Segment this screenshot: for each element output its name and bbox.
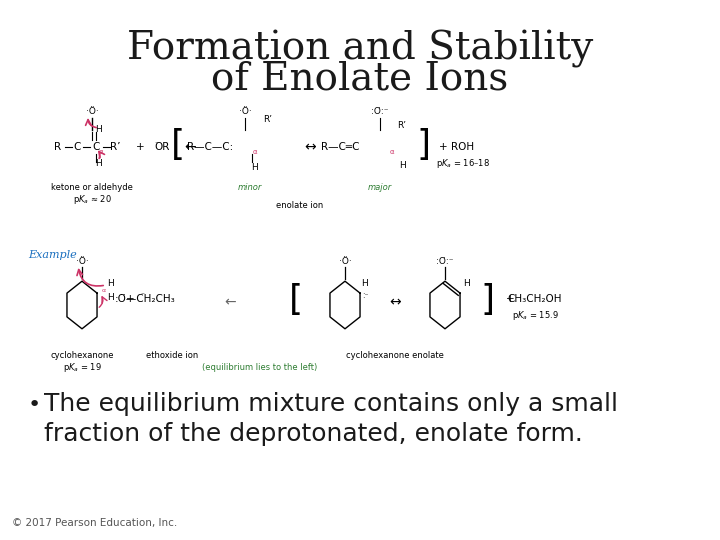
Text: Formation and Stability: Formation and Stability bbox=[127, 30, 593, 68]
Text: ⁻: ⁻ bbox=[140, 291, 144, 300]
Text: CH₃CH₂OH: CH₃CH₂OH bbox=[508, 294, 562, 304]
Text: H: H bbox=[399, 160, 405, 170]
Text: C: C bbox=[73, 142, 81, 152]
Text: :⁻: :⁻ bbox=[361, 291, 368, 300]
Text: ←: ← bbox=[224, 295, 236, 309]
Text: enolate ion: enolate ion bbox=[276, 200, 323, 210]
Text: ↔: ↔ bbox=[390, 295, 401, 309]
Text: ROH: ROH bbox=[451, 142, 474, 152]
Text: H: H bbox=[251, 164, 258, 172]
Text: ·Ö·: ·Ö· bbox=[338, 256, 351, 266]
Text: H: H bbox=[94, 125, 102, 134]
Text: ·Ö·: ·Ö· bbox=[76, 256, 89, 266]
Text: +: + bbox=[438, 142, 447, 152]
Text: p$K_a$ = 15.9: p$K_a$ = 15.9 bbox=[511, 308, 559, 321]
Text: minor: minor bbox=[238, 184, 262, 192]
Text: ethoxide ion: ethoxide ion bbox=[146, 350, 198, 360]
Text: C: C bbox=[92, 142, 99, 152]
Text: α: α bbox=[253, 149, 257, 155]
Text: α: α bbox=[390, 149, 395, 155]
Text: Example: Example bbox=[28, 250, 77, 260]
Text: R’: R’ bbox=[397, 120, 407, 130]
Text: •: • bbox=[28, 395, 41, 415]
Text: α: α bbox=[99, 149, 103, 155]
Text: R—C—C:: R—C—C: bbox=[187, 142, 233, 152]
Text: ]: ] bbox=[416, 128, 430, 162]
Text: H: H bbox=[107, 293, 113, 301]
Text: H: H bbox=[361, 279, 369, 287]
Text: ⁻: ⁻ bbox=[154, 139, 158, 148]
Text: H: H bbox=[464, 279, 470, 287]
Text: major: major bbox=[368, 184, 392, 192]
Text: H: H bbox=[94, 159, 102, 168]
Text: © 2017 Pearson Education, Inc.: © 2017 Pearson Education, Inc. bbox=[12, 518, 177, 528]
Text: ·Ö·: ·Ö· bbox=[238, 107, 251, 117]
Text: R—C═C: R—C═C bbox=[320, 142, 359, 152]
Text: R: R bbox=[55, 142, 62, 152]
Text: of Enolate Ions: of Enolate Ions bbox=[212, 60, 508, 97]
Text: +: + bbox=[126, 294, 135, 304]
Text: ←: ← bbox=[184, 140, 196, 154]
Text: :Ö:⁻: :Ö:⁻ bbox=[436, 256, 454, 266]
Text: [: [ bbox=[289, 283, 303, 317]
Text: :Ö—CH₂CH₃: :Ö—CH₂CH₃ bbox=[114, 294, 176, 304]
Text: OR: OR bbox=[154, 142, 170, 152]
Text: ]: ] bbox=[480, 283, 494, 317]
Text: R’: R’ bbox=[264, 116, 272, 125]
Text: +: + bbox=[135, 142, 144, 152]
Text: cyclohexanone: cyclohexanone bbox=[50, 350, 114, 360]
Text: p$K_a$ = 19: p$K_a$ = 19 bbox=[63, 361, 102, 374]
Text: The equilibrium mixture contains only a small: The equilibrium mixture contains only a … bbox=[44, 392, 618, 416]
Text: ↔: ↔ bbox=[304, 140, 316, 154]
Text: :Ö:⁻: :Ö:⁻ bbox=[372, 107, 389, 117]
Text: p$K_a$ = 16–18: p$K_a$ = 16–18 bbox=[436, 158, 490, 171]
Text: R’: R’ bbox=[109, 142, 120, 152]
Text: H: H bbox=[107, 279, 113, 287]
Text: ·Ö·: ·Ö· bbox=[86, 107, 99, 117]
Text: fraction of the deprotonated, enolate form.: fraction of the deprotonated, enolate fo… bbox=[44, 422, 583, 446]
Text: cyclohexanone enolate: cyclohexanone enolate bbox=[346, 350, 444, 360]
Text: p$K_a$ ≈ 20: p$K_a$ ≈ 20 bbox=[73, 193, 112, 206]
Text: α: α bbox=[102, 287, 106, 293]
Text: [: [ bbox=[171, 128, 185, 162]
Text: +: + bbox=[505, 294, 514, 304]
Text: (equilibrium lies to the left): (equilibrium lies to the left) bbox=[202, 362, 318, 372]
Text: ketone or aldehyde: ketone or aldehyde bbox=[51, 184, 133, 192]
